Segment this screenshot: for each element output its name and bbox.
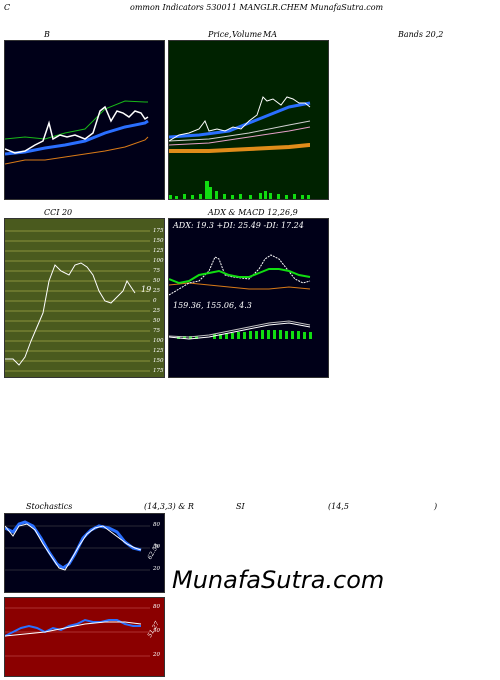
page-title: ommon Indicators 530011 MANGLR.CHEM Muna… bbox=[130, 3, 384, 12]
price-ma-label: Price, bbox=[208, 30, 232, 39]
axis-tick-label: 25 bbox=[153, 288, 160, 294]
stoch-label-a: Stochastics bbox=[26, 502, 73, 511]
axis-tick-label: 175 bbox=[153, 228, 164, 234]
axis-tick-label: 20 bbox=[153, 652, 160, 658]
orange-ma-line bbox=[169, 143, 310, 153]
cci-line bbox=[5, 262, 136, 366]
axis-tick-label: 150 bbox=[153, 238, 164, 244]
bands-label: Bands 20,2 bbox=[398, 30, 444, 39]
rsi-white-line bbox=[5, 621, 142, 637]
cci-label: CCI 20 bbox=[44, 208, 73, 217]
axis-tick-label: 50 bbox=[153, 628, 160, 634]
adx-green-line bbox=[169, 268, 311, 285]
macd-histogram bbox=[177, 330, 312, 339]
adx-white-line bbox=[169, 254, 311, 296]
axis-tick-label: 25 bbox=[153, 308, 160, 314]
stoch-k-line bbox=[5, 520, 142, 570]
bollinger-chart bbox=[5, 100, 149, 165]
stoch-label-e: ) bbox=[434, 502, 438, 511]
axis-tick-label: 75 bbox=[153, 328, 160, 334]
axis-tick-label: 150 bbox=[153, 358, 164, 364]
axis-tick-label: 50 bbox=[153, 318, 160, 324]
cci-gridlines bbox=[5, 230, 150, 372]
rsi-chart bbox=[5, 607, 150, 657]
adx-macd-label: ADX & MACD 12,26,9 bbox=[208, 208, 298, 217]
pink-ma-line bbox=[169, 126, 311, 146]
adx-macd-chart bbox=[169, 254, 312, 340]
axis-tick-label: 50 bbox=[153, 544, 160, 550]
axis-tick-label: 0 bbox=[153, 298, 157, 304]
stoch-label-c: SI bbox=[236, 502, 245, 511]
cci-value: 19 bbox=[141, 285, 152, 294]
adx-macd-panel: ADX: 19.3 +DI: 25.49 -DI: 17.24 159.36, … bbox=[168, 218, 329, 378]
blue-ma-line bbox=[169, 101, 311, 139]
axis-tick-label: 125 bbox=[153, 248, 164, 254]
axis-tick-label: 80 bbox=[153, 604, 160, 610]
stochastics-chart bbox=[5, 520, 150, 571]
ma-label: MA bbox=[263, 30, 277, 39]
axis-tick-label: 20 bbox=[153, 566, 160, 572]
lower-band-line bbox=[5, 136, 149, 165]
axis-tick-label: 125 bbox=[153, 348, 164, 354]
upper-band-line bbox=[5, 100, 148, 140]
signal-line bbox=[169, 320, 311, 338]
cci-panel: 19 175 150 125 100 75 50 25 0 25 50 75 100 125 150 175 bbox=[4, 218, 165, 378]
rsi-panel: 51.27 80 50 20 bbox=[4, 597, 165, 677]
axis-tick-label: 100 bbox=[153, 258, 164, 264]
stochastics-panel: 62.54 80 50 20 bbox=[4, 513, 165, 593]
volume-label: Volume bbox=[232, 30, 262, 39]
cci-chart bbox=[5, 230, 150, 372]
stoch-label-b: (14,3,3) & R bbox=[144, 502, 194, 511]
rsi-blue-line bbox=[5, 618, 141, 637]
bollinger-panel bbox=[4, 40, 165, 200]
watermark: MunafaSutra.com bbox=[172, 566, 385, 594]
axis-tick-label: 80 bbox=[153, 522, 160, 528]
price-volume-chart bbox=[169, 96, 311, 199]
price-volume-panel bbox=[168, 40, 329, 200]
price-line bbox=[169, 96, 311, 142]
header-prefix: C bbox=[4, 3, 11, 12]
axis-tick-label: 50 bbox=[153, 278, 160, 284]
price-line bbox=[5, 105, 149, 154]
axis-tick-label: 175 bbox=[153, 368, 164, 374]
volume-bars bbox=[169, 181, 310, 199]
rsi-gridlines bbox=[5, 607, 150, 657]
axis-tick-label: 75 bbox=[153, 268, 160, 274]
macd-values: 159.36, 155.06, 4.3 bbox=[173, 301, 252, 310]
macd-line bbox=[169, 322, 311, 340]
stoch-label-d: (14,5 bbox=[328, 502, 349, 511]
bollinger-label: B bbox=[44, 30, 50, 39]
middle-band-line bbox=[5, 119, 149, 156]
adx-orange-line bbox=[169, 282, 311, 290]
axis-tick-label: 100 bbox=[153, 338, 164, 344]
stoch-d-line bbox=[5, 523, 142, 571]
adx-values: ADX: 19.3 +DI: 25.49 -DI: 17.24 bbox=[173, 221, 304, 230]
light-ma-line bbox=[169, 120, 311, 142]
